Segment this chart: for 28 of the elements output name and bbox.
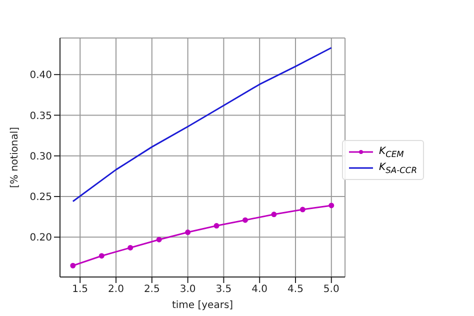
y-tick-label: 0.30 bbox=[30, 151, 52, 162]
y-axis-title: [% notional] bbox=[10, 126, 21, 188]
point bbox=[328, 202, 334, 208]
y-tick-label: 0.25 bbox=[30, 192, 52, 204]
point bbox=[271, 212, 277, 218]
point bbox=[70, 262, 76, 268]
x-tick-label: 4.0 bbox=[252, 284, 268, 296]
legend-label: K$_{CEM}$ bbox=[379, 146, 404, 158]
point bbox=[300, 206, 306, 212]
x-tick-label: 4.5 bbox=[288, 284, 304, 296]
point bbox=[185, 230, 191, 236]
x-tick-label: 2.0 bbox=[108, 284, 124, 296]
x-tick-label: 2.5 bbox=[144, 284, 160, 296]
y-tick-label: 0.20 bbox=[30, 232, 52, 244]
point bbox=[98, 253, 104, 259]
point bbox=[128, 244, 134, 250]
line-series bbox=[72, 47, 332, 202]
point bbox=[242, 217, 248, 223]
point bbox=[156, 236, 162, 242]
x-tick-label: 3.5 bbox=[216, 284, 232, 296]
x-axis-title: time [years] bbox=[172, 300, 234, 311]
x-tick-label: 3.0 bbox=[180, 284, 196, 296]
legend-label: K$_{SA-CCR}$ bbox=[379, 162, 417, 174]
y-tick-label: 0.40 bbox=[30, 70, 52, 82]
x-tick-label: 1.5 bbox=[72, 284, 88, 296]
y-tick-label: 0.35 bbox=[30, 110, 52, 122]
point bbox=[214, 223, 220, 229]
x-tick-label: 5.0 bbox=[323, 284, 340, 296]
